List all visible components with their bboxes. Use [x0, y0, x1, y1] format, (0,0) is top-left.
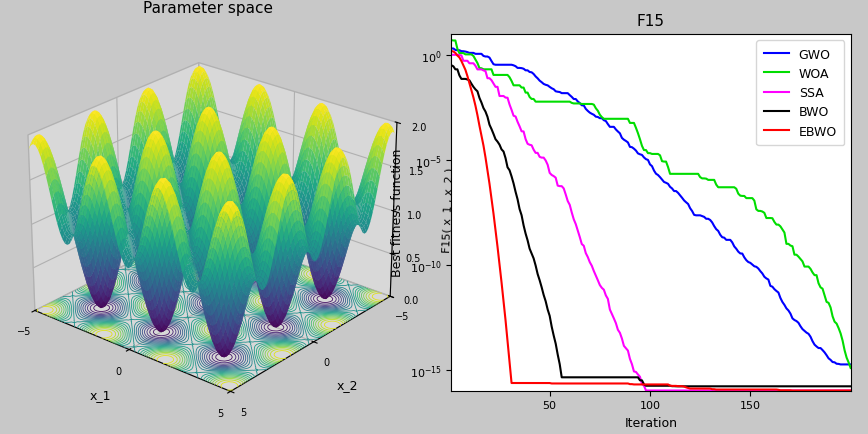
EBWO [462, 74, 472, 79]
Line: GWO: GWO [451, 49, 851, 365]
Y-axis label: x_2: x_2 [337, 378, 358, 391]
SSA [521, 137, 531, 142]
Line: BWO: BWO [451, 66, 851, 386]
EBWO [521, 381, 531, 386]
SSA [845, 388, 856, 393]
BWO [827, 384, 838, 389]
EBWO [845, 388, 856, 393]
EBWO [446, 49, 457, 55]
BWO [446, 63, 457, 69]
GWO [845, 362, 856, 367]
WOA [521, 91, 531, 96]
Y-axis label: Best fitness function: Best fitness function [391, 148, 404, 277]
Line: SSA: SSA [451, 56, 851, 391]
X-axis label: x_1: x_1 [89, 388, 111, 401]
EBWO [553, 381, 563, 386]
WOA [845, 365, 856, 371]
Title: Parameter space: Parameter space [143, 1, 273, 16]
Line: WOA: WOA [451, 41, 851, 368]
SSA [462, 59, 472, 64]
EBWO [813, 388, 824, 393]
Line: EBWO: EBWO [451, 52, 851, 391]
BWO [553, 352, 563, 357]
SSA [470, 64, 481, 69]
GWO [521, 69, 531, 74]
GWO [825, 358, 836, 363]
SSA [553, 184, 563, 189]
BWO [521, 231, 531, 237]
WOA [825, 305, 836, 310]
BWO [462, 78, 472, 83]
WOA [462, 53, 472, 58]
GWO [446, 47, 457, 52]
BWO [671, 384, 681, 389]
SSA [813, 388, 824, 393]
Title: F15: F15 [637, 14, 665, 30]
Legend: GWO, WOA, SSA, BWO, EBWO: GWO, WOA, SSA, BWO, EBWO [756, 41, 845, 146]
SSA [641, 388, 651, 393]
EBWO [827, 388, 838, 393]
WOA [470, 58, 481, 63]
BWO [845, 384, 856, 389]
GWO [553, 90, 563, 95]
EBWO [470, 104, 481, 109]
GWO [470, 52, 481, 57]
EBWO [787, 388, 798, 393]
WOA [446, 39, 457, 44]
WOA [553, 100, 563, 105]
X-axis label: Iteration: Iteration [624, 416, 678, 429]
GWO [812, 344, 822, 349]
WOA [812, 273, 822, 278]
BWO [470, 88, 481, 93]
BWO [813, 384, 824, 389]
SSA [827, 388, 838, 393]
SSA [446, 53, 457, 58]
GWO [462, 50, 472, 56]
GWO [835, 362, 845, 367]
